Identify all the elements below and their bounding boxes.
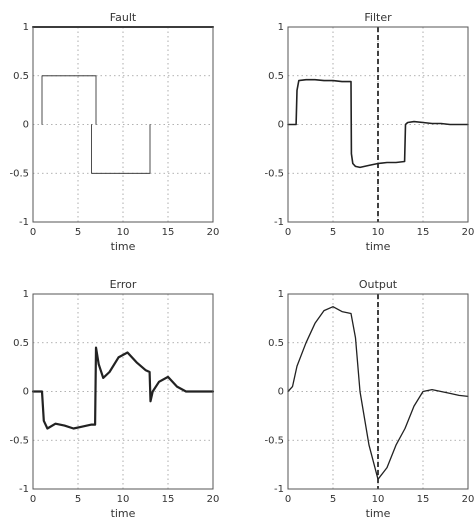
x-tick-label: 10 bbox=[372, 227, 385, 238]
x-tick-label: 0 bbox=[285, 227, 291, 238]
x-tick-label: 5 bbox=[330, 227, 336, 238]
x-axis-label: time bbox=[366, 240, 391, 253]
x-tick-label: 0 bbox=[285, 494, 291, 505]
y-tick-label: 0.5 bbox=[13, 338, 29, 349]
x-tick-label: 10 bbox=[117, 227, 130, 238]
axes-frame bbox=[287, 26, 469, 223]
x-axis-label: time bbox=[111, 240, 136, 253]
y-tick-label: 1 bbox=[278, 22, 284, 33]
y-tick-label: 1 bbox=[23, 22, 29, 33]
panel-title: Filter bbox=[364, 11, 392, 24]
panel-4: 0 5 10 15 20 -1 -0.5 0 0.5 1 Output time bbox=[264, 278, 474, 520]
y-tick-label: 1 bbox=[23, 289, 29, 300]
y-tick-label: -0.5 bbox=[264, 435, 284, 446]
x-tick-label: 10 bbox=[117, 494, 130, 505]
y-tick-label: 0 bbox=[23, 387, 29, 398]
y-tick-label: 0.5 bbox=[13, 71, 29, 82]
x-tick-label: 20 bbox=[462, 227, 474, 238]
x-tick-label: 5 bbox=[330, 494, 336, 505]
axes-frame bbox=[287, 293, 469, 490]
y-tick-label: -1 bbox=[19, 217, 29, 228]
y-tick-label: 0 bbox=[278, 387, 284, 398]
y-tick-label: -0.5 bbox=[9, 435, 29, 446]
y-tick-label: -0.5 bbox=[264, 168, 284, 179]
y-tick-label: -1 bbox=[274, 217, 284, 228]
panel-title: Output bbox=[359, 278, 398, 291]
series-line-1 bbox=[287, 78, 469, 169]
x-tick-label: 15 bbox=[162, 227, 175, 238]
y-tick-label: 0.5 bbox=[268, 71, 284, 82]
panel-3: 0 5 10 15 20 -1 -0.5 0 0.5 1 Error time bbox=[9, 278, 219, 520]
panel-title: Error bbox=[110, 278, 137, 291]
y-tick-label: -1 bbox=[274, 484, 284, 495]
x-tick-label: 15 bbox=[417, 227, 430, 238]
x-tick-label: 0 bbox=[30, 227, 36, 238]
y-tick-label: -0.5 bbox=[9, 168, 29, 179]
x-axis-label: time bbox=[366, 507, 391, 520]
y-tick-label: 1 bbox=[278, 289, 284, 300]
x-tick-label: 15 bbox=[162, 494, 175, 505]
panel-title: Fault bbox=[110, 11, 137, 24]
series-line-2 bbox=[41, 75, 97, 125]
panel-1: 0 5 10 15 20 -1 -0.5 0 0.5 1 Fault time bbox=[9, 11, 219, 253]
y-tick-label: 0 bbox=[23, 120, 29, 131]
y-tick-label: 0 bbox=[278, 120, 284, 131]
x-tick-label: 15 bbox=[417, 494, 430, 505]
x-tick-label: 0 bbox=[30, 494, 36, 505]
series-line-1 bbox=[31, 346, 215, 430]
series-line-1 bbox=[287, 306, 469, 480]
x-tick-label: 10 bbox=[372, 494, 385, 505]
x-axis-label: time bbox=[111, 507, 136, 520]
panel-2: 0 5 10 15 20 -1 -0.5 0 0.5 1 Filter time bbox=[264, 11, 474, 253]
x-tick-label: 20 bbox=[207, 494, 220, 505]
axes-frame bbox=[32, 293, 214, 490]
x-tick-label: 5 bbox=[75, 494, 81, 505]
y-tick-label: -1 bbox=[19, 484, 29, 495]
x-tick-label: 20 bbox=[462, 494, 474, 505]
x-tick-label: 20 bbox=[207, 227, 220, 238]
x-tick-label: 5 bbox=[75, 227, 81, 238]
axes-frame bbox=[32, 26, 214, 223]
y-tick-label: 0.5 bbox=[268, 338, 284, 349]
series-line-3 bbox=[91, 124, 151, 174]
